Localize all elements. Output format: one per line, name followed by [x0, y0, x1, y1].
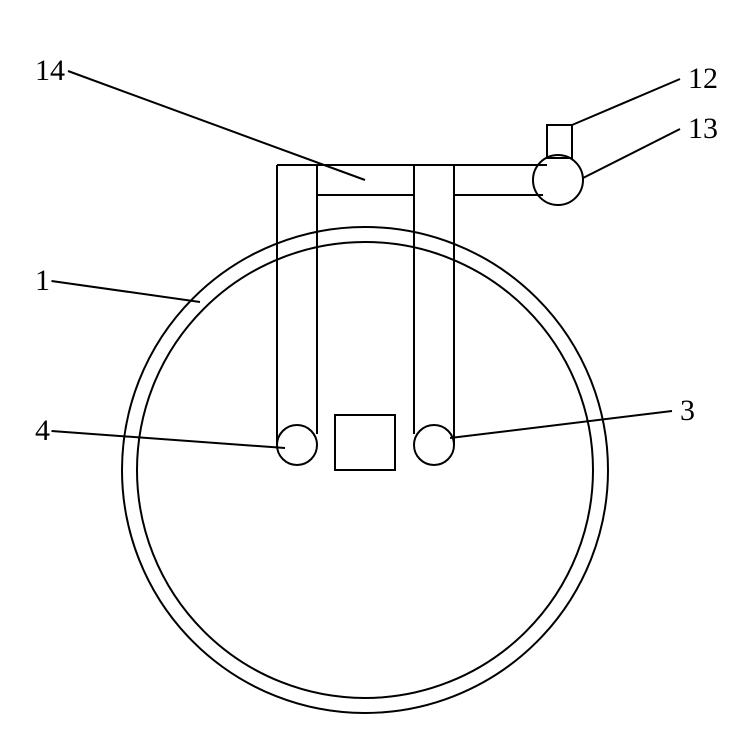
label-13: 13: [688, 112, 718, 145]
label-4: 4: [35, 414, 50, 447]
left-wheel: [277, 425, 317, 465]
label-14: 14: [35, 54, 65, 87]
leader-13: [583, 129, 680, 178]
label-12: 12: [688, 62, 718, 95]
leader-3: [450, 411, 672, 438]
label-3: 3: [680, 394, 695, 427]
center-box: [335, 415, 395, 470]
leader-1: [52, 281, 201, 302]
leader-14: [68, 71, 365, 180]
knob-ball: [533, 155, 583, 205]
label-1: 1: [35, 264, 50, 297]
mechanical-diagram: 134121314: [0, 0, 743, 743]
right-wheel: [414, 425, 454, 465]
leader-12: [572, 79, 680, 125]
knob-stem: [547, 125, 572, 158]
leader-4: [52, 431, 286, 448]
